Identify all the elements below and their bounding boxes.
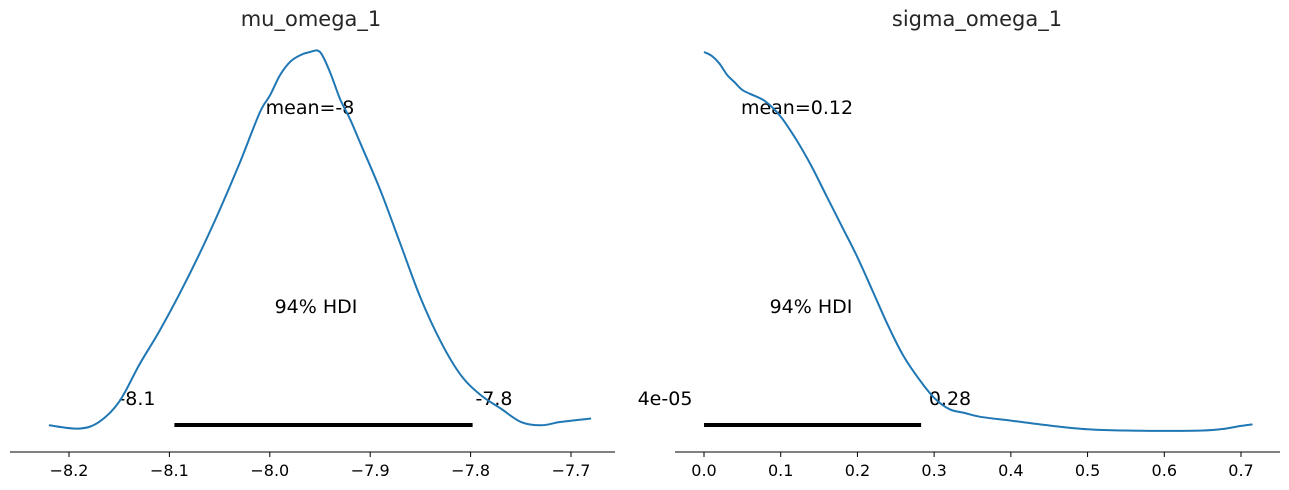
x-tick-label: −8.2 [50,461,89,480]
x-tick-label: −7.9 [351,461,390,480]
x-tick-label: 0.7 [1228,461,1253,480]
panel-title: sigma_omega_1 [892,7,1062,32]
hdi-low-label: -8.1 [118,388,155,410]
density-line [703,51,1253,432]
x-tick-label: −8.1 [150,461,189,480]
panel-sigma-omega-1: sigma_omega_1 mean=0.12 94% HDI 4e-05 0.… [638,7,1280,480]
x-tick-label: −7.8 [451,461,490,480]
mean-label: mean=-8 [266,97,355,119]
x-tick-label: 0.2 [845,461,870,480]
hdi-label: 94% HDI [770,296,853,318]
hdi-label: 94% HDI [275,296,358,318]
x-tick-label: 0.0 [691,461,716,480]
x-tick-label: 0.1 [768,461,793,480]
x-tick-label: −8.0 [250,461,289,480]
panel-title: mu_omega_1 [241,7,382,32]
mean-label: mean=0.12 [741,97,853,119]
hdi-low-label: 4e-05 [638,388,693,410]
x-tick-label: −7.7 [552,461,591,480]
x-tick-label: 0.4 [998,461,1023,480]
x-tick-label: 0.6 [1152,461,1177,480]
density-line [48,49,592,430]
hdi-high-label: 0.28 [929,388,971,410]
x-tick-label: 0.3 [921,461,946,480]
x-tick-label: 0.5 [1075,461,1100,480]
panel-mu-omega-1: mu_omega_1 mean=-8 94% HDI -8.1 -7.8 −8.… [10,7,615,480]
hdi-high-label: -7.8 [475,388,512,410]
